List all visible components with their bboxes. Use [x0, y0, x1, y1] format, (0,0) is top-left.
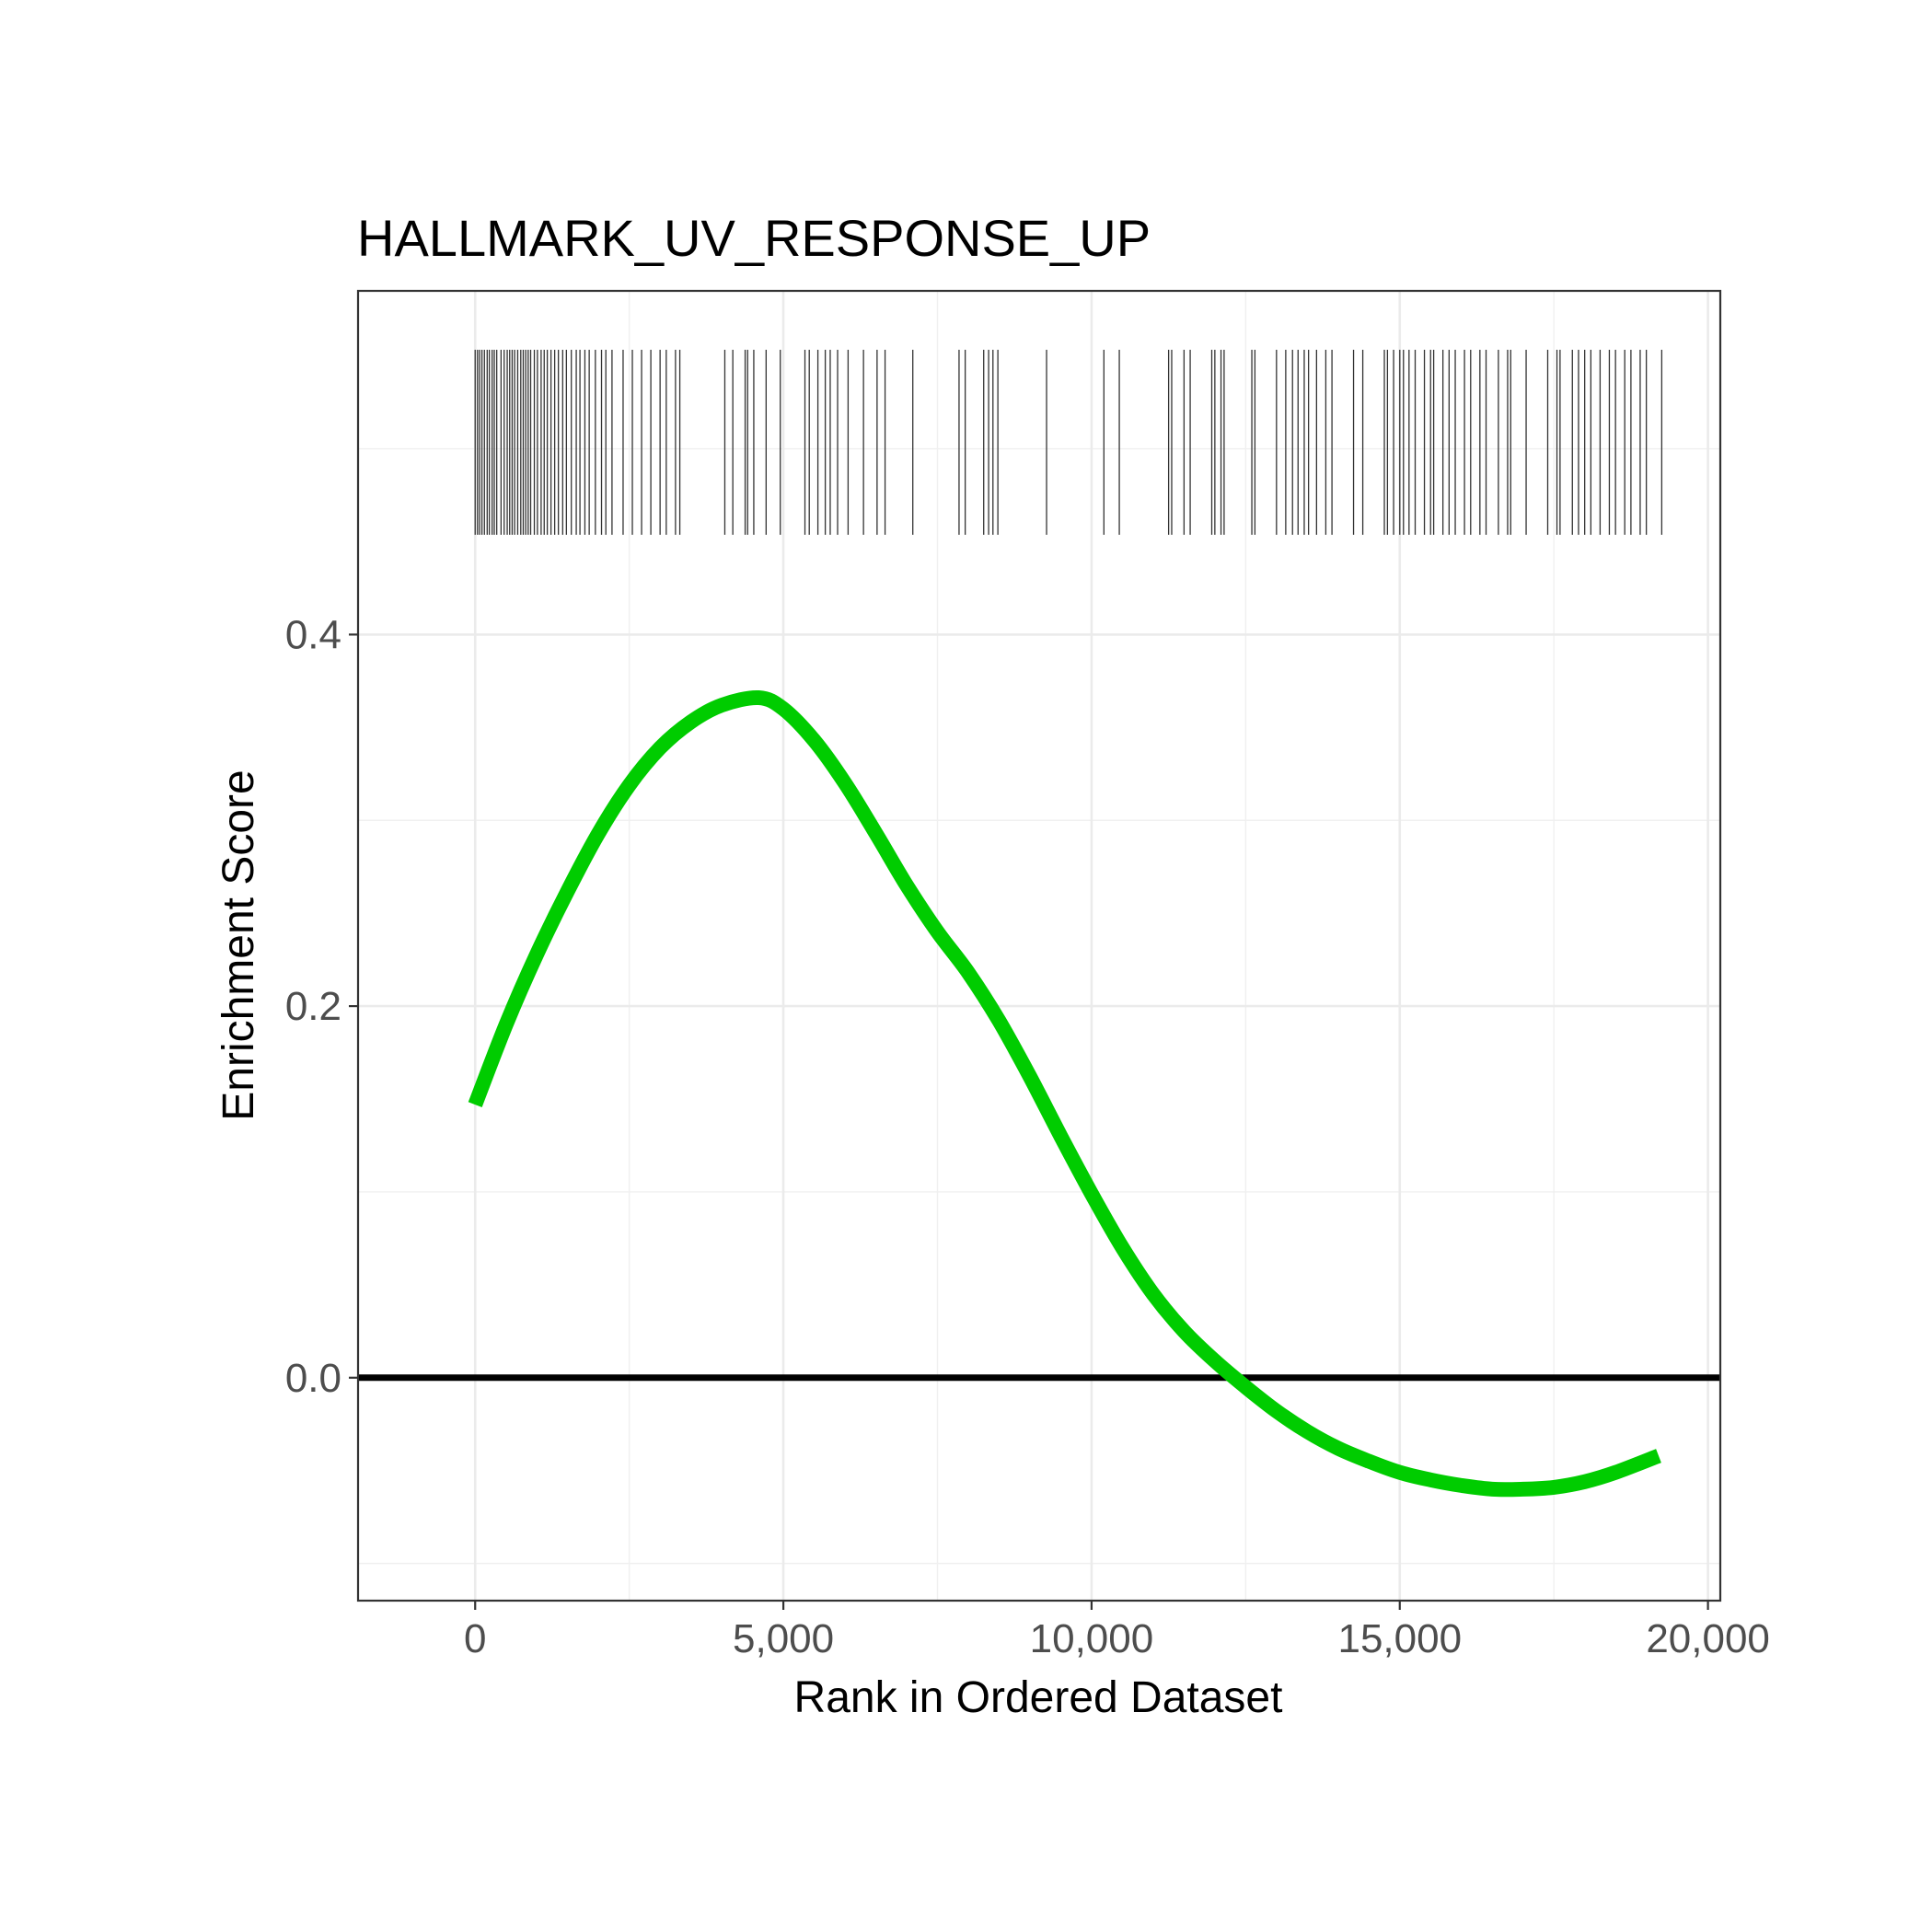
y-tick-label: 0.2: [285, 984, 341, 1029]
gene-hit-ticks: [474, 350, 1663, 535]
y-tick-label: 0.4: [285, 612, 341, 657]
x-axis-title: Rank in Ordered Dataset: [794, 1673, 1283, 1722]
y-axis-title: Enrichment Score: [214, 769, 263, 1121]
x-tick-label: 10,000: [1030, 1616, 1154, 1661]
x-tick-label: 5,000: [733, 1616, 834, 1661]
x-axis: 0 5,000 10,000 15,000 20,000: [464, 1601, 1770, 1661]
x-tick-label: 0: [464, 1616, 486, 1661]
y-axis: 0.0 0.2 0.4: [285, 612, 358, 1401]
x-tick-label: 20,000: [1646, 1616, 1770, 1661]
chart-title: HALLMARK_UV_RESPONSE_UP: [357, 209, 1151, 267]
enrichment-score-line: [468, 689, 1661, 1498]
y-tick-label: 0.0: [285, 1356, 341, 1401]
x-tick-label: 15,000: [1337, 1616, 1462, 1661]
plot-panel-border: [356, 289, 1722, 1602]
